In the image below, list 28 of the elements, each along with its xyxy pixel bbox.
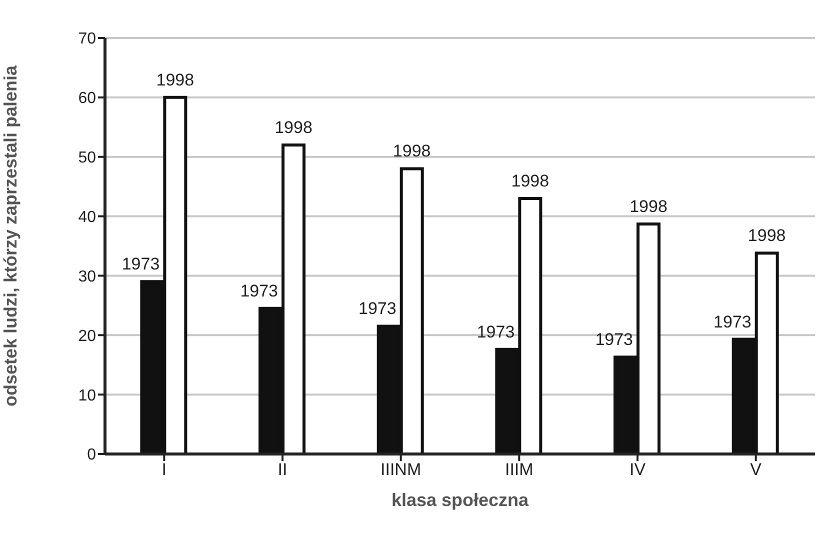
text: 1998: [748, 226, 786, 246]
series-label: 1973: [122, 254, 160, 274]
text: 1973: [358, 299, 396, 318]
x-tick-label: II: [278, 460, 288, 480]
x-tick-label: V: [750, 460, 762, 480]
y-tick-label: 0: [87, 446, 96, 464]
x-tick-label: IIINM: [380, 460, 422, 480]
text: 1998: [511, 171, 550, 190]
x-axis-title: klasa społeczna: [391, 490, 530, 510]
text: 1973: [595, 330, 634, 350]
series-label: 1998: [274, 118, 312, 137]
y-tick-label: 30: [78, 268, 96, 286]
x-tick-label: IV: [629, 460, 646, 480]
text: 1973: [714, 312, 752, 332]
x-tick-label: I: [162, 460, 167, 480]
y-tick-label: 50: [78, 150, 96, 167]
text: 1973: [240, 281, 278, 300]
text: 1998: [156, 70, 194, 90]
y-axis-title: odsetek ludzi, którzy zaprzestali palenia: [0, 64, 20, 407]
y-tick-label: 40: [78, 208, 96, 226]
text: 1973: [476, 322, 515, 342]
y-tick-label: 60: [78, 90, 96, 108]
y-tick-label: 20: [78, 328, 96, 345]
y-tick-label: 70: [78, 30, 96, 48]
text: 1998: [392, 142, 431, 161]
x-tick-label: IIIM: [504, 460, 534, 480]
text: 1998: [630, 197, 668, 216]
y-tick-label: 10: [78, 387, 96, 404]
